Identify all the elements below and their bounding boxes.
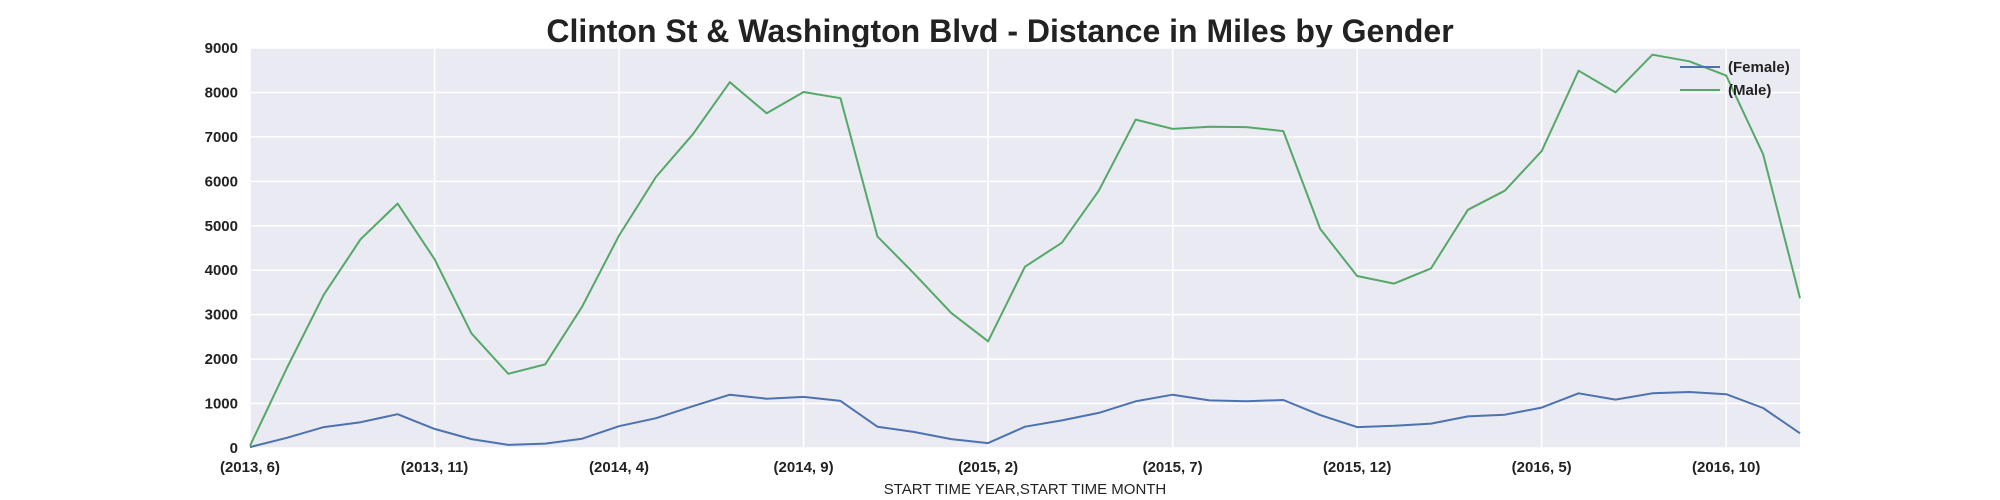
y-tick-label: 4000 (205, 262, 238, 279)
series-line-1 (249, 53, 1801, 447)
x-axis-label: START TIME YEAR,START TIME MONTH (884, 481, 1167, 498)
plot-area (250, 48, 1800, 448)
x-axis: (2013, 6) (2013, 11) (2014, 4) (2014, 9) (20… (220, 459, 1760, 476)
y-tick-label: 1000 (205, 396, 238, 413)
x-tick-label: (2014, 4) (589, 459, 649, 476)
y-tick-label: 7000 (205, 129, 238, 146)
legend: (Female) (Male) (1680, 59, 1790, 99)
series-lines (249, 53, 1801, 449)
y-tick-label: 5000 (205, 218, 238, 235)
legend-label: (Male) (1728, 82, 1771, 99)
legend-label: (Female) (1728, 59, 1790, 76)
y-tick-label: 8000 (205, 84, 238, 101)
x-tick-label: (2014, 9) (774, 459, 834, 476)
x-tick-label: (2015, 2) (958, 459, 1018, 476)
x-tick-label: (2013, 11) (401, 459, 469, 476)
y-axis: 0 1000 2000 3000 4000 5000 6000 7000 8000 9000 (205, 40, 238, 457)
series-line-0 (249, 391, 1801, 449)
chart-title: Clinton St & Washington Blvd - Distance … (546, 13, 1453, 49)
y-tick-label: 3000 (205, 307, 238, 324)
grid-lines (249, 47, 1800, 449)
y-tick-label: 9000 (205, 40, 238, 57)
y-tick-label: 2000 (205, 351, 238, 368)
x-tick-label: (2013, 6) (220, 459, 280, 476)
x-tick-label: (2015, 7) (1143, 459, 1203, 476)
y-tick-label: 0 (230, 440, 238, 457)
y-tick-label: 6000 (205, 173, 238, 190)
x-tick-label: (2016, 5) (1512, 459, 1572, 476)
x-tick-label: (2016, 10) (1692, 459, 1760, 476)
x-tick-label: (2015, 12) (1323, 459, 1391, 476)
